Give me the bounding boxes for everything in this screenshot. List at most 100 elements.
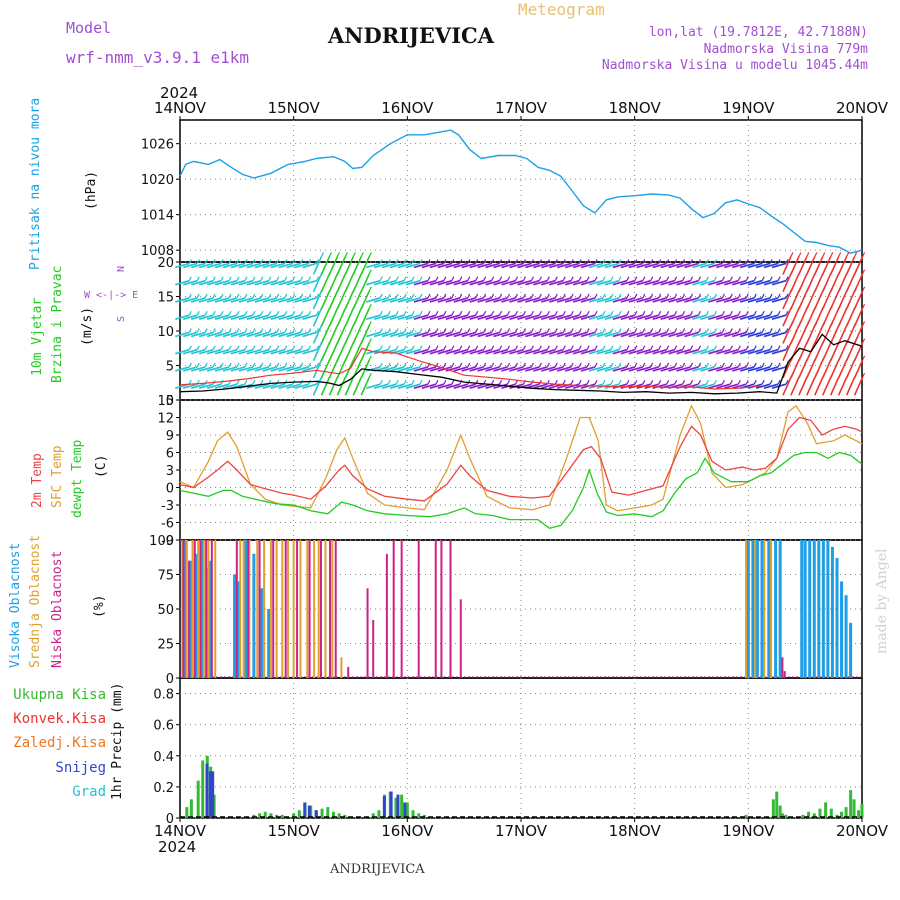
wind-barb-feather [514,379,519,385]
cloud-bar [821,540,825,678]
wind-barb-feather [666,379,670,385]
wind-barb [286,348,301,355]
wind-barb-feather [586,379,590,385]
wind-barb [652,297,667,303]
wind-barb-feather [252,379,256,385]
wind-barb-feather [379,379,383,385]
wind-barb-feather [260,259,264,264]
wind-barb-feather [403,345,407,350]
wind-barb [270,383,285,389]
wind-barb [373,383,389,389]
wind-barb-feather [634,328,638,333]
wind-barb-feather [690,276,694,281]
wind-barb [336,376,347,396]
wind-barb-feather [403,328,407,333]
wind-barb [763,383,779,389]
wind-barb-feather [785,293,789,299]
wind-barb [312,376,323,396]
wind-barb-feather [451,276,455,281]
wind-barb-feather [705,362,709,368]
precip-bar [812,813,816,818]
wind-barb-feather [236,276,240,281]
wind-barb [782,290,792,310]
wind-barb [437,279,453,286]
wind-barb [286,297,301,303]
wind-barb [294,366,309,372]
wind-barb [620,348,636,355]
wind-barb-feather [562,362,566,368]
cloud-bar [183,540,187,678]
wind-barb-feather [188,362,192,368]
y-tick-label: 0.8 [153,688,174,703]
wind-barb-feather [411,362,415,368]
precip-bar [326,807,330,818]
cloud-bar [194,553,198,678]
wind-barb [509,366,524,372]
cloud-bar [385,553,388,678]
wind-barb [190,348,206,355]
wind-barb [692,297,707,303]
wind-barb [270,314,285,320]
wind-barb [692,262,707,269]
wind-barb [381,262,397,269]
wind-barb [564,262,580,269]
wind-barb [814,325,824,344]
cloud-bar [260,588,264,678]
wind-barb [397,366,413,372]
wind-barb-feather [411,293,415,299]
wind-barb [596,331,612,338]
cloud-bar [366,588,369,678]
wind-barb [612,314,628,320]
wind-barb [517,297,532,303]
wind-barb [829,256,840,275]
wind-barb [262,279,278,286]
wind-barb [684,331,699,338]
footer-title: ANDRIJEVICA [330,862,425,877]
wind-barb-feather [594,362,598,368]
wind-barb-feather [713,259,717,264]
wind-barb-feather [196,293,200,299]
wind-barb [588,314,604,320]
cloud-bar [319,540,322,678]
cloud-bar [803,540,807,678]
wind-barb [413,383,429,389]
wind-barb [175,297,190,303]
wind-barb-feather [459,276,463,281]
wind-barb-feather [618,293,622,299]
wind-barb-feather [690,310,694,316]
wind-barb-feather [467,293,471,299]
precip-bar [377,810,381,818]
wind-barb-feather [737,310,741,316]
wind-barb-feather [570,259,574,264]
wind-barb-feather [578,379,582,385]
precip-bar [771,799,775,818]
wind-barb-feather [690,345,694,350]
precip-bar [331,811,335,818]
y-tick-label: 1026 [141,138,174,153]
wind-barb [771,314,787,320]
wind-barb [845,359,856,379]
wind-barb-feather [451,379,455,385]
wind-barb [763,331,779,338]
wind-barb-feather [570,276,574,281]
wind-barb-feather [761,379,765,385]
wind-barb [477,314,492,320]
wind-barb [747,314,763,320]
wind-barb [328,359,339,379]
wind-barb [389,279,405,286]
wind-barb [254,331,270,338]
wind-barb-feather [777,362,781,368]
wind-barb [660,279,675,286]
wind-barb-feather [862,338,866,343]
wind-barb-feather [244,379,248,385]
wind-barb-feather [769,310,773,316]
wind-barb-feather [507,345,511,350]
wind-barb [747,331,763,338]
wind-barb [700,262,715,269]
wind-barb-feather [459,310,463,316]
wind-barb-feather [236,259,240,264]
y-tick-label: 0.6 [153,719,174,734]
wind-barb [549,331,564,338]
wind-barb [541,331,556,338]
wind-barb [294,314,309,320]
